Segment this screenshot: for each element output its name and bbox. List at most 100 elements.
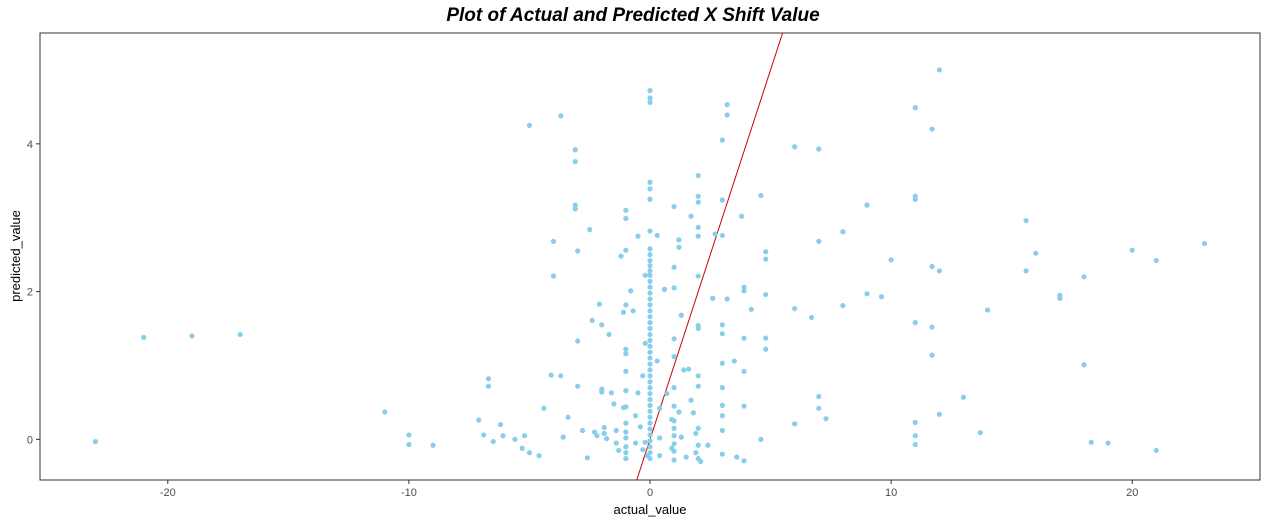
data-point xyxy=(430,442,436,448)
data-point xyxy=(647,367,653,373)
data-point xyxy=(929,352,935,358)
data-point xyxy=(613,440,619,446)
data-point xyxy=(647,379,653,385)
data-point xyxy=(695,373,701,379)
data-point xyxy=(816,393,822,400)
data-point xyxy=(647,196,653,202)
data-point xyxy=(671,433,677,439)
data-point xyxy=(406,441,412,448)
data-point xyxy=(888,257,894,263)
data-point xyxy=(912,433,918,439)
data-point xyxy=(623,420,629,426)
data-point xyxy=(671,385,677,391)
data-point xyxy=(685,366,692,372)
data-point xyxy=(719,331,725,337)
data-point xyxy=(647,450,653,456)
data-point xyxy=(589,317,595,324)
data-point xyxy=(642,439,648,445)
data-point xyxy=(647,263,653,269)
data-point xyxy=(1088,439,1094,445)
data-point xyxy=(623,346,629,352)
data-point xyxy=(695,199,701,205)
data-point xyxy=(671,204,677,210)
data-point xyxy=(647,385,653,391)
data-point xyxy=(661,286,668,292)
data-point xyxy=(984,307,991,313)
data-point xyxy=(560,434,566,440)
x-tick-label: 20 xyxy=(1126,487,1138,499)
data-point xyxy=(929,263,935,270)
data-point xyxy=(647,88,653,94)
data-point xyxy=(647,402,653,408)
data-point xyxy=(671,354,677,360)
data-point xyxy=(840,229,846,235)
data-point xyxy=(647,246,653,252)
data-point xyxy=(623,247,629,253)
data-point xyxy=(550,273,557,279)
data-point xyxy=(647,432,653,438)
data-point xyxy=(596,301,602,307)
data-point xyxy=(719,427,725,434)
data-point xyxy=(936,411,942,417)
data-point xyxy=(741,458,747,464)
data-point xyxy=(864,291,870,297)
data-point xyxy=(734,454,740,460)
data-point xyxy=(601,424,607,431)
data-point xyxy=(481,432,487,438)
x-tick-label: 10 xyxy=(885,487,897,499)
data-point xyxy=(541,405,547,411)
data-point xyxy=(623,455,629,462)
data-point xyxy=(647,349,653,355)
data-point xyxy=(719,197,725,203)
data-point xyxy=(647,444,653,450)
data-point xyxy=(647,325,653,332)
x-axis-ticks: -20 -10 0 10 20 xyxy=(160,480,1138,499)
data-point xyxy=(613,427,619,434)
data-point xyxy=(823,416,829,422)
data-point xyxy=(1081,362,1087,368)
data-point xyxy=(698,458,704,465)
data-point xyxy=(575,383,581,389)
reference-line xyxy=(636,32,784,481)
data-point xyxy=(647,179,653,185)
data-point xyxy=(647,296,653,302)
data-point xyxy=(565,414,571,420)
data-point xyxy=(623,450,629,456)
data-point xyxy=(632,440,639,446)
data-point xyxy=(572,147,578,153)
data-point xyxy=(647,314,653,320)
x-tick-label: 0 xyxy=(647,487,653,499)
data-point xyxy=(690,410,696,416)
data-point xyxy=(1153,257,1159,264)
data-point xyxy=(695,325,701,332)
data-point xyxy=(141,334,147,341)
data-point xyxy=(572,202,578,208)
data-point xyxy=(671,425,677,431)
data-point xyxy=(792,305,798,312)
data-point xyxy=(647,99,653,106)
data-point xyxy=(635,390,641,396)
data-point xyxy=(1057,295,1063,301)
data-point xyxy=(929,324,935,330)
data-point xyxy=(637,424,643,430)
data-point xyxy=(671,448,677,454)
data-point xyxy=(512,436,518,442)
data-point xyxy=(642,272,648,278)
data-point xyxy=(485,383,492,389)
data-point xyxy=(647,355,653,361)
data-point xyxy=(579,427,586,434)
data-point xyxy=(647,455,653,462)
data-point xyxy=(584,455,590,461)
y-tick-label: 4 xyxy=(27,139,33,151)
data-point xyxy=(816,405,822,411)
y-tick-label: 2 xyxy=(27,287,33,299)
data-point xyxy=(611,401,617,407)
data-point xyxy=(731,358,737,364)
y-axis-title: predicted_value xyxy=(8,210,23,302)
data-point xyxy=(693,430,699,437)
data-point xyxy=(763,256,769,262)
data-point xyxy=(739,213,745,219)
data-point xyxy=(695,193,701,199)
data-point xyxy=(548,372,554,378)
